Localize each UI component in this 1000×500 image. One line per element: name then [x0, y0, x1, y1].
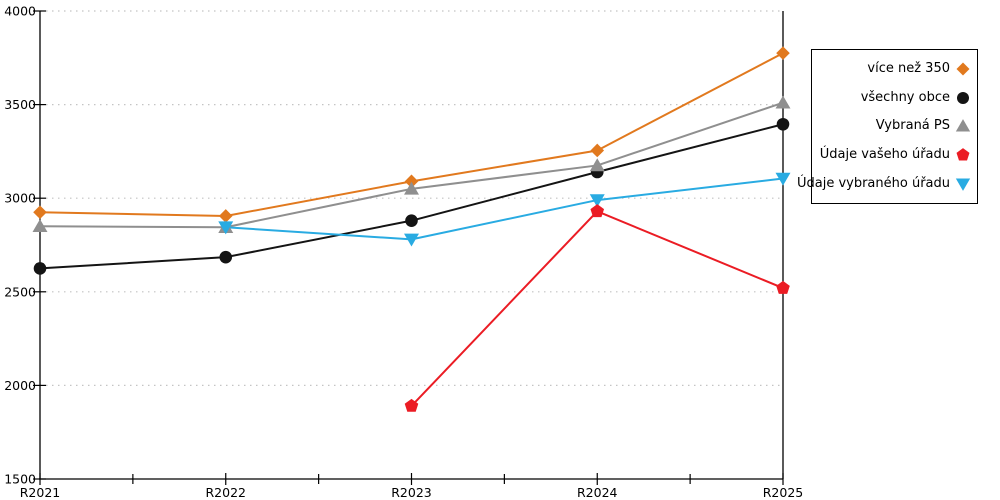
triangle-down-icon	[955, 176, 971, 192]
data-point-diamond	[590, 143, 605, 158]
legend-item-udaje-vaseho-uradu: Údaje vašeho úřadu	[816, 147, 971, 163]
x-tick-label: R2022	[206, 485, 247, 500]
data-point-triangle-up	[32, 219, 48, 233]
legend-label: Údaje vašeho úřadu	[819, 147, 950, 163]
y-tick-label: 4000	[4, 4, 36, 19]
legend: více než 350 všechny obce Vybraná PS Úda…	[797, 49, 978, 204]
diamond-icon	[955, 61, 971, 77]
data-point-pentagon	[404, 398, 419, 412]
x-tick-label: R2025	[763, 485, 804, 500]
data-point-circle	[776, 117, 790, 131]
series-line-3	[410, 210, 784, 407]
pentagon-icon	[955, 147, 971, 163]
data-point-diamond	[776, 46, 790, 60]
series-line-2	[39, 101, 784, 229]
legend-label: všechny obce	[860, 89, 950, 105]
data-point-triangle-down	[589, 194, 605, 208]
legend-item-vsechny-obce: všechny obce	[816, 90, 971, 106]
circle-icon	[955, 90, 971, 106]
data-point-diamond	[33, 205, 47, 220]
legend-label: Údaje vybraného úřadu	[796, 175, 950, 191]
data-point-triangle-down	[775, 172, 791, 186]
data-point-triangle-down	[404, 233, 419, 247]
data-point-diamond	[218, 209, 233, 223]
y-tick-label: 3500	[4, 97, 36, 112]
data-point-diamond	[404, 174, 419, 189]
data-point-triangle-up	[775, 95, 791, 109]
data-point-triangle-up	[404, 181, 419, 195]
y-tick-label: 1500	[4, 472, 36, 487]
x-tick-label: R2021	[20, 485, 61, 500]
series-line-1	[39, 123, 784, 270]
y-tick-label: 2000	[4, 378, 36, 393]
data-point-circle	[219, 250, 233, 264]
data-point-circle	[33, 262, 47, 275]
data-point-pentagon	[776, 280, 790, 294]
data-point-pentagon	[590, 204, 605, 218]
legend-item-vybrana-ps: Vybraná PS	[816, 118, 971, 134]
legend-item-udaje-vybraneho-uradu: Údaje vybraného úřadu	[797, 176, 971, 192]
data-point-circle	[405, 214, 418, 227]
y-tick-label: 3000	[4, 191, 36, 206]
data-point-triangle-up	[589, 158, 605, 172]
legend-label: Vybraná PS	[875, 118, 950, 134]
legend-item-vice-nez-350: více než 350	[816, 61, 971, 77]
series-line-4	[225, 177, 784, 241]
legend-label: více než 350	[867, 61, 950, 77]
triangle-up-icon	[955, 118, 971, 134]
x-tick-label: R2023	[391, 485, 432, 500]
y-tick-label: 2500	[4, 284, 36, 299]
x-tick-label: R2024	[577, 485, 618, 500]
data-point-triangle-down	[218, 221, 234, 235]
